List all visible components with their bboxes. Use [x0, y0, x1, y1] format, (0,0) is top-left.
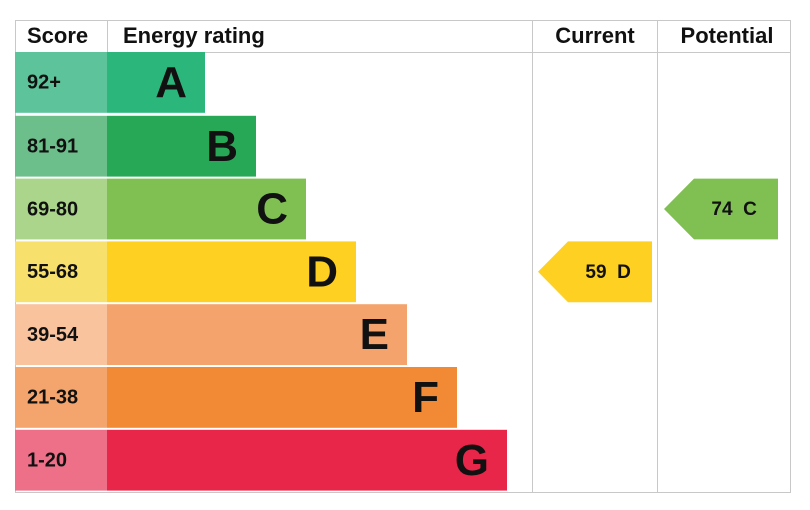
rating-bar	[107, 178, 306, 240]
score-cell	[15, 115, 107, 177]
score-cell	[15, 429, 107, 491]
rating-bar	[107, 241, 356, 303]
header-rating: Energy rating	[123, 23, 265, 48]
score-label: 21-38	[27, 387, 78, 409]
score-cell	[15, 304, 107, 365]
band-letter: E	[360, 310, 389, 359]
header-current: Current	[555, 23, 635, 48]
score-label: 69-80	[27, 198, 78, 220]
potential-value: 74	[711, 199, 733, 220]
score-label: 39-54	[27, 324, 79, 346]
rating-bar	[107, 52, 205, 113]
rating-bar	[107, 429, 507, 491]
potential-arrow	[664, 178, 778, 240]
band-letter: A	[155, 58, 187, 107]
score-cell	[15, 52, 107, 113]
score-cell	[15, 367, 107, 428]
score-label: 1-20	[27, 449, 67, 471]
rating-bar	[107, 115, 256, 177]
band-letter: D	[306, 247, 338, 296]
potential-rating: C	[743, 199, 757, 220]
header-score: Score	[27, 23, 88, 48]
rating-bar	[107, 367, 457, 428]
rating-bar	[107, 304, 407, 365]
current-value: 59	[585, 262, 606, 283]
band-letter: C	[256, 185, 288, 234]
band-letter: F	[412, 373, 439, 422]
score-label: 55-68	[27, 261, 78, 283]
current-arrow	[538, 241, 652, 303]
score-label: 81-91	[27, 135, 78, 157]
score-cell	[15, 178, 107, 240]
score-label: 92+	[27, 72, 61, 94]
header-potential: Potential	[681, 23, 774, 48]
current-rating: D	[617, 262, 631, 283]
score-cell	[15, 241, 107, 303]
band-letter: B	[206, 122, 238, 171]
band-letter: G	[455, 436, 489, 485]
